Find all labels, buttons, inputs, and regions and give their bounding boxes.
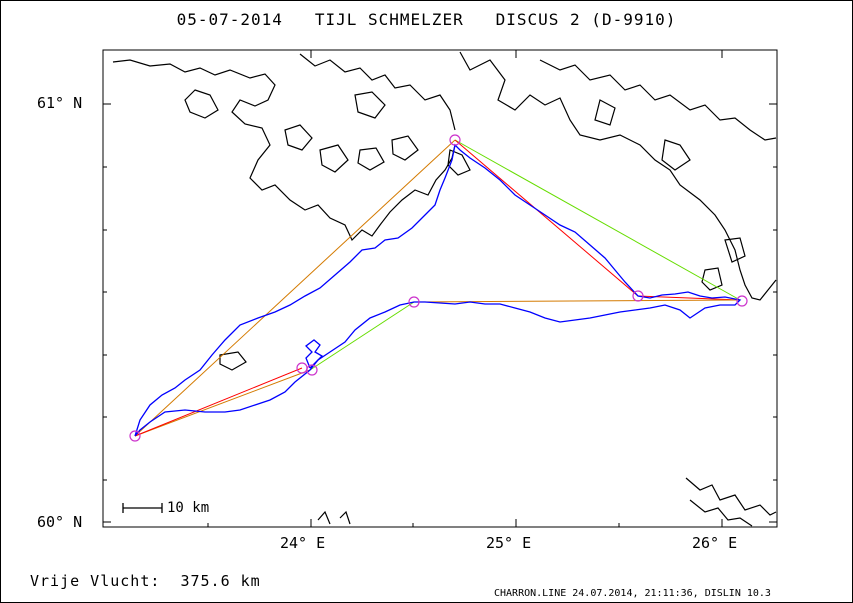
task-leg xyxy=(134,367,303,437)
pilot-name: TIJL SCHMELZER xyxy=(314,10,464,29)
scale-bar xyxy=(122,503,163,513)
task-legs xyxy=(134,139,741,437)
flight-date: 05-07-2014 xyxy=(176,10,283,29)
task-leg xyxy=(134,139,456,437)
scale-bar-label: 10 km xyxy=(167,500,210,516)
task-leg xyxy=(134,369,311,437)
turnpoints xyxy=(129,134,748,442)
lon-label-25: 25° E xyxy=(486,534,532,552)
turnpoint-marker xyxy=(449,134,461,146)
software-credit: CHARRON.LINE 24.07.2014, 21:11:36, DISLI… xyxy=(494,588,771,599)
turnpoint-marker xyxy=(129,430,141,442)
coastline xyxy=(112,51,777,527)
flight-summary: Vrije Vlucht: 375.6 km xyxy=(30,572,261,590)
task-leg xyxy=(413,299,741,303)
turnpoint-marker xyxy=(408,296,420,308)
lon-label-26: 26° E xyxy=(692,534,738,552)
task-leg xyxy=(454,139,639,297)
turnpoint-marker xyxy=(736,295,748,307)
flight-type-label: Vrije Vlucht: xyxy=(30,572,161,590)
turnpoint-marker xyxy=(306,364,318,376)
task-leg xyxy=(309,301,415,371)
turnpoint-marker xyxy=(632,290,644,302)
lon-label-24: 24° E xyxy=(280,534,326,552)
axis-ticks xyxy=(103,50,777,527)
flight-distance: 375.6 km xyxy=(180,572,261,590)
lat-label-60: 60° N xyxy=(37,513,83,531)
map-border xyxy=(102,49,778,528)
lat-label-61: 61° N xyxy=(37,94,83,112)
task-leg xyxy=(454,139,741,301)
map-title: 05-07-2014 TIJL SCHMELZER DISCUS 2 (D-99… xyxy=(0,10,853,29)
flight-track xyxy=(134,143,742,437)
thermal-track xyxy=(305,339,324,369)
glider-name: DISCUS 2 (D-9910) xyxy=(495,10,677,29)
